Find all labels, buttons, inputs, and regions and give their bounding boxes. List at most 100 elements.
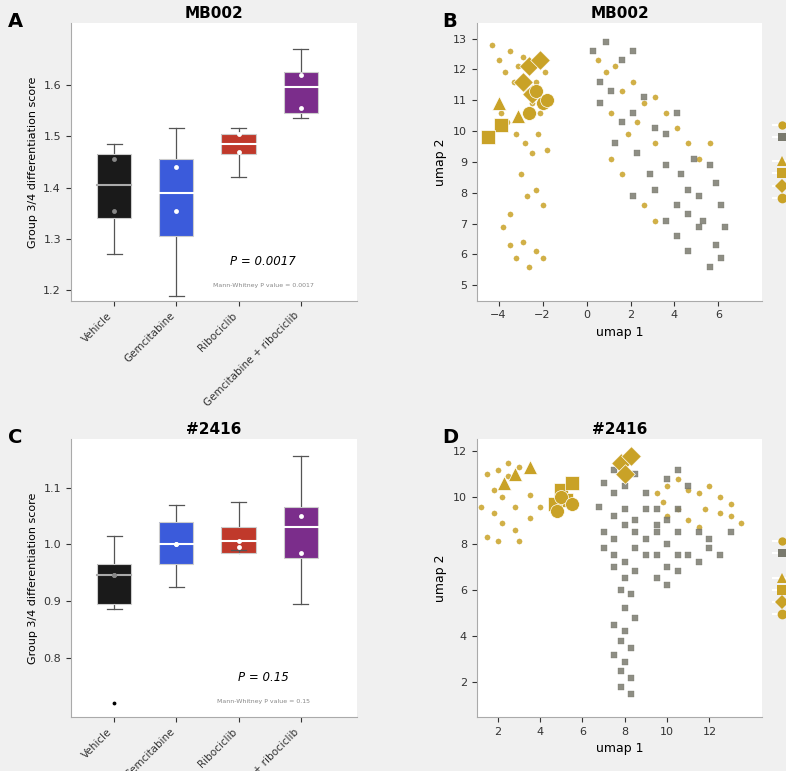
Y-axis label: Group 3/4 differentiation score: Group 3/4 differentiation score xyxy=(28,493,38,664)
Bar xyxy=(222,527,255,553)
Point xyxy=(629,468,641,480)
Point xyxy=(619,468,631,480)
Point xyxy=(604,85,617,97)
Point xyxy=(608,648,620,661)
Point xyxy=(523,489,536,501)
Point xyxy=(671,549,684,561)
Point xyxy=(619,503,631,515)
Point xyxy=(714,199,727,211)
Point xyxy=(681,245,694,258)
Point xyxy=(481,530,494,543)
Point xyxy=(597,526,610,538)
Point xyxy=(703,261,716,273)
Point xyxy=(523,60,535,72)
Point xyxy=(650,487,663,499)
Point xyxy=(530,85,542,97)
Point xyxy=(566,477,578,490)
Bar xyxy=(97,154,131,218)
Point xyxy=(640,549,652,561)
Point xyxy=(626,106,639,119)
Point xyxy=(512,461,525,473)
Point xyxy=(659,159,672,171)
Point xyxy=(609,60,622,72)
Point xyxy=(671,503,684,515)
Y-axis label: umap 2: umap 2 xyxy=(434,138,447,186)
Point xyxy=(619,602,631,614)
Point xyxy=(604,106,617,119)
Title: #2416: #2416 xyxy=(186,422,241,437)
Point xyxy=(640,487,652,499)
Point xyxy=(523,461,536,473)
Point xyxy=(597,542,610,554)
Title: #2416: #2416 xyxy=(592,422,647,437)
Bar xyxy=(284,507,318,558)
Point xyxy=(692,190,705,202)
Point xyxy=(608,487,620,499)
Point xyxy=(619,572,631,584)
Point xyxy=(703,533,716,545)
Point xyxy=(703,159,716,171)
Point xyxy=(725,510,737,522)
Point xyxy=(600,35,612,48)
Point xyxy=(671,526,684,538)
Point xyxy=(512,535,525,547)
Point xyxy=(661,579,674,591)
Point xyxy=(640,533,652,545)
Point xyxy=(615,665,627,677)
Point xyxy=(608,463,620,476)
Point xyxy=(648,122,661,134)
Point xyxy=(559,493,571,506)
Point xyxy=(703,542,716,554)
Point xyxy=(491,535,504,547)
Point xyxy=(648,214,661,227)
Point xyxy=(615,584,627,596)
Point xyxy=(509,468,521,480)
Point xyxy=(604,153,617,165)
Point xyxy=(619,456,631,469)
Point xyxy=(661,480,674,492)
Point xyxy=(629,565,641,577)
Point xyxy=(682,480,695,492)
X-axis label: umap 1: umap 1 xyxy=(596,742,643,756)
Point xyxy=(661,473,674,485)
Point xyxy=(637,91,650,103)
Text: C: C xyxy=(8,429,22,447)
Point xyxy=(670,106,683,119)
Point xyxy=(545,493,557,506)
Point xyxy=(525,97,538,109)
Point xyxy=(510,251,523,264)
Point xyxy=(650,549,663,561)
Point xyxy=(671,565,684,577)
Point xyxy=(629,542,641,554)
Point xyxy=(555,484,567,497)
Bar xyxy=(222,527,255,553)
Point xyxy=(619,480,631,492)
Point xyxy=(516,76,529,88)
Point xyxy=(681,208,694,221)
Point xyxy=(714,549,726,561)
Point xyxy=(714,251,727,264)
Point xyxy=(538,66,551,79)
Point xyxy=(650,572,663,584)
Point xyxy=(509,500,521,513)
Point xyxy=(487,507,500,520)
Point xyxy=(661,561,674,573)
Point xyxy=(681,183,694,196)
Bar xyxy=(97,154,131,218)
Point xyxy=(626,76,639,88)
Bar xyxy=(284,72,318,113)
Bar xyxy=(160,160,193,237)
Point xyxy=(496,491,509,503)
Point xyxy=(566,498,578,510)
Point xyxy=(631,116,644,128)
Point xyxy=(608,510,620,522)
Point xyxy=(629,526,641,538)
Point xyxy=(625,672,637,684)
Point xyxy=(648,183,661,196)
Point xyxy=(637,199,650,211)
Point xyxy=(491,463,504,476)
Point xyxy=(661,537,674,550)
Point xyxy=(714,507,726,520)
Point xyxy=(516,51,529,63)
Bar xyxy=(160,522,193,564)
